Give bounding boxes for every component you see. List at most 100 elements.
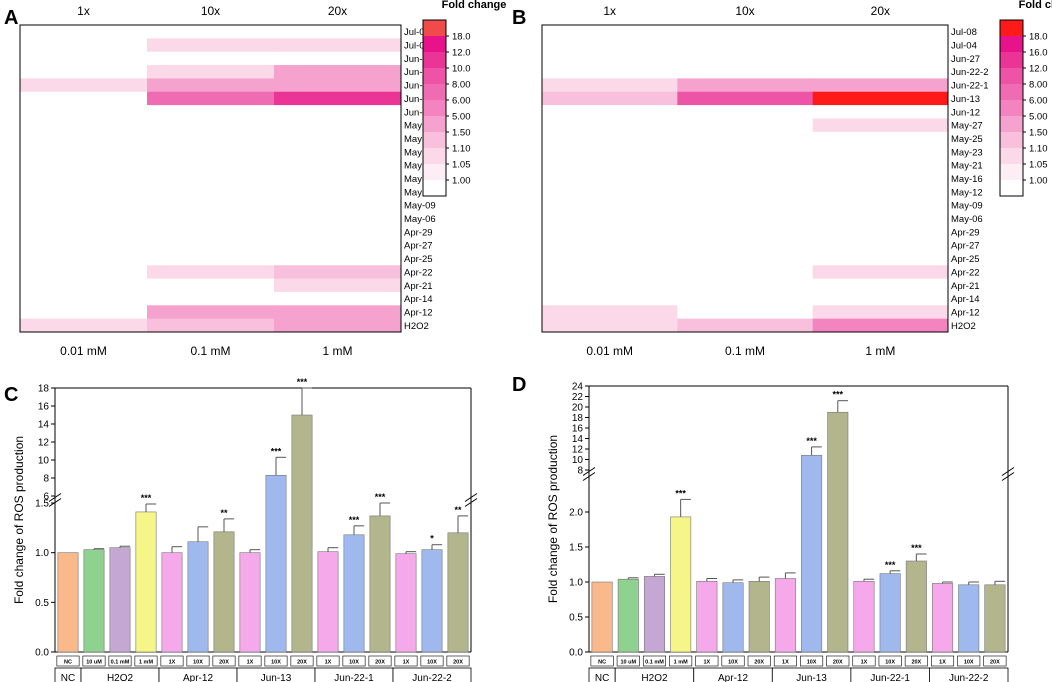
heat-cell (542, 118, 678, 133)
bar-label: 0.1 mM (645, 660, 664, 666)
y-tick-label: 18 (38, 384, 50, 395)
legend-swatch (1000, 36, 1023, 53)
bar-label-box (82, 655, 106, 667)
y-tick-label: 0.0 (569, 648, 583, 659)
heat-cell (677, 118, 814, 133)
legend-swatch (1000, 52, 1023, 69)
bar-label-box (747, 655, 771, 667)
heat-cell (677, 105, 814, 119)
legend-swatch (1000, 84, 1023, 101)
heat-cell (147, 51, 275, 66)
row-label: May-09 (951, 201, 983, 212)
heat-cell (542, 185, 678, 200)
row-label: Apr-12 (951, 307, 980, 318)
legend-swatch (1000, 116, 1023, 133)
heat-cell (812, 131, 949, 146)
y-tick-label: 22 (572, 392, 584, 403)
column-label-bottom: 1 mM (865, 344, 895, 358)
heat-cell (677, 171, 814, 186)
y-tick-label: 24 (572, 382, 584, 393)
bar (239, 552, 261, 653)
bar (57, 552, 79, 653)
column-label-bottom: 0.1 mM (190, 344, 230, 358)
heat-cell (542, 158, 678, 173)
row-label: May-12 (951, 187, 983, 198)
heat-cell (677, 91, 814, 106)
heat-frame (541, 24, 949, 333)
bar-label-box (826, 655, 850, 667)
heat-cell (20, 265, 148, 280)
bar-label: 0.1 mM (111, 660, 130, 666)
bar-label-box (721, 655, 745, 667)
significance-label: * (430, 534, 434, 544)
significance-label: ** (220, 508, 228, 518)
bar (984, 584, 1006, 653)
bar-label: 1X (703, 660, 710, 666)
heat-cell (147, 251, 275, 266)
heat-cell (20, 225, 148, 240)
bar-label-box (983, 655, 1007, 667)
significance-label: *** (675, 488, 686, 498)
bar-label-box (904, 655, 928, 667)
heat-cell (20, 145, 148, 159)
y-tick-label: 12 (38, 438, 50, 449)
axis-break-mark (1001, 472, 1015, 481)
group-label: Apr-12 (183, 673, 213, 682)
bar-label: 10X (193, 660, 203, 666)
bar-label: 10X (964, 660, 974, 666)
heat-cell (147, 238, 275, 253)
heat-cell (812, 291, 949, 306)
legend-frame (422, 19, 447, 197)
bar-label-box (56, 655, 80, 667)
bar-label-box (160, 655, 184, 667)
heat-cell (274, 38, 402, 53)
heat-cell (812, 105, 949, 119)
bar-label: 1X (939, 660, 946, 666)
group-label: NC (61, 673, 75, 682)
legend-swatch (1000, 180, 1023, 197)
bar-label-box (108, 655, 132, 667)
heat-cell (677, 278, 814, 293)
significance-label: *** (833, 390, 844, 400)
heat-cell (812, 305, 949, 320)
heat-cell (542, 145, 678, 159)
bar-label: 20X (990, 660, 1000, 666)
legend-swatch (1000, 100, 1023, 117)
legend-label: 1.10 (452, 144, 471, 155)
y-tick-label: 16 (572, 424, 584, 435)
row-label: Apr-12 (404, 307, 433, 318)
heat-cell (812, 145, 949, 159)
heat-cell (147, 105, 275, 119)
bar (748, 580, 770, 653)
bar-label: 20X (833, 660, 843, 666)
heat-cell (20, 65, 148, 79)
heat-cell (542, 105, 678, 119)
bar-label-box (134, 655, 158, 667)
heat-cell (20, 25, 148, 39)
heat-cell (147, 131, 275, 146)
bar-label-box (878, 655, 902, 667)
heat-cell (812, 198, 949, 213)
heat-cell (147, 38, 275, 53)
panel-label-d: D (512, 374, 526, 396)
row-label: Apr-29 (404, 227, 433, 238)
axis-break-mark (48, 493, 62, 502)
legend-label: 12.0 (452, 48, 471, 59)
heat-cell (20, 291, 148, 306)
bar-label-box (316, 655, 340, 667)
y-tick-label: 8 (577, 466, 583, 477)
row-label: May-27 (951, 121, 983, 132)
bar-label: 1X (861, 660, 868, 666)
legend-swatch (423, 148, 446, 165)
y-tick-label: 14 (572, 434, 584, 445)
heat-cell (677, 131, 814, 146)
heat-cell (542, 131, 678, 146)
heat-cell (677, 211, 814, 226)
heat-cell (274, 211, 402, 226)
heat-cell (542, 211, 678, 226)
row-label: Jun-13 (951, 94, 980, 105)
bar-label: 20X (297, 660, 307, 666)
heat-cell (542, 225, 678, 240)
row-label: Apr-14 (404, 294, 433, 305)
